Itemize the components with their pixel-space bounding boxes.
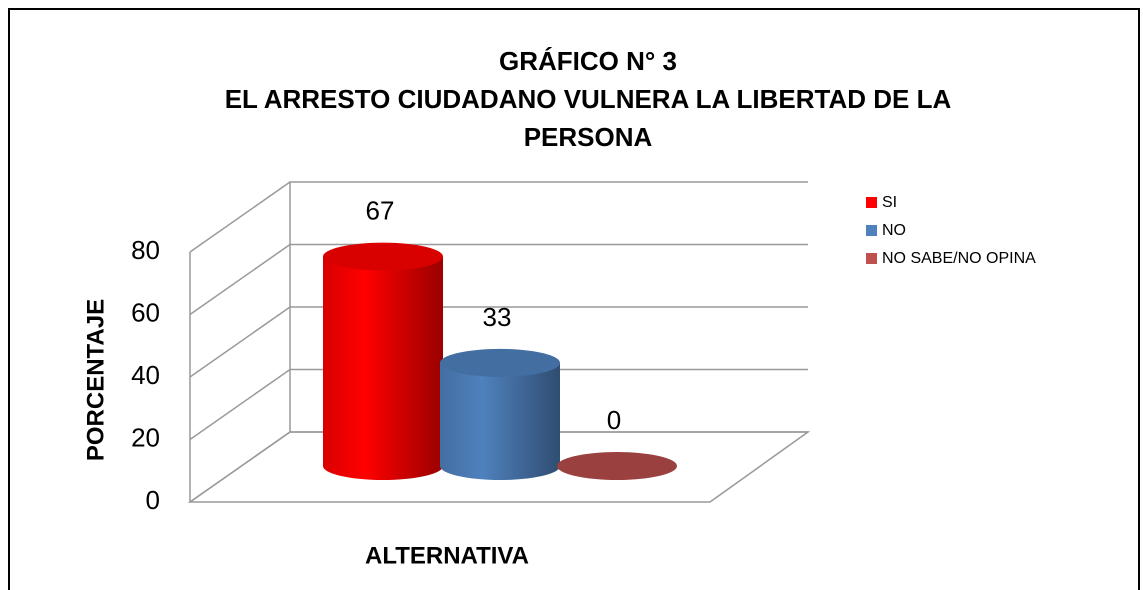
bar-body: [323, 256, 443, 480]
bar-body: [440, 362, 560, 480]
chart-title-block: GRÁFICO N° 3 EL ARRESTO CIUDADANO VULNER…: [158, 42, 1018, 156]
legend-label: SI: [882, 194, 897, 211]
data-label: 67: [366, 196, 395, 226]
bar-top: [440, 348, 560, 377]
y-axis-label: PORCENTAJE: [82, 299, 109, 461]
grid-line: [189, 243, 808, 316]
data-label: 33: [483, 302, 512, 332]
legend-swatch: [866, 197, 877, 208]
chart-subtitle: EL ARRESTO CIUDADANO VULNERA LA LIBERTAD…: [224, 84, 952, 152]
bar-top: [323, 242, 443, 271]
bar-top: [557, 452, 677, 480]
y-tick-label: 20: [131, 422, 160, 452]
y-tick-label: 60: [131, 297, 160, 327]
chart-title: GRÁFICO N° 3: [499, 46, 677, 76]
y-tick-label: 40: [131, 360, 160, 390]
legend-swatch: [866, 253, 877, 264]
grid-line: [189, 181, 808, 253]
legend-label: NO SABE/NO OPINA: [882, 250, 1036, 267]
legend-label: NO: [882, 222, 906, 239]
grid-line: [189, 431, 808, 503]
legend-swatch: [866, 225, 877, 236]
frame: [8, 8, 1140, 590]
y-tick-label: 80: [131, 235, 160, 265]
grid-line: [189, 368, 808, 441]
y-tick-label: 0: [146, 485, 160, 515]
bar: [557, 452, 677, 480]
grid-line: [189, 306, 808, 378]
data-label: 0: [607, 405, 621, 435]
bar: [440, 348, 560, 480]
bar: [323, 242, 443, 480]
x-axis-label: ALTERNATIVA: [365, 542, 529, 569]
